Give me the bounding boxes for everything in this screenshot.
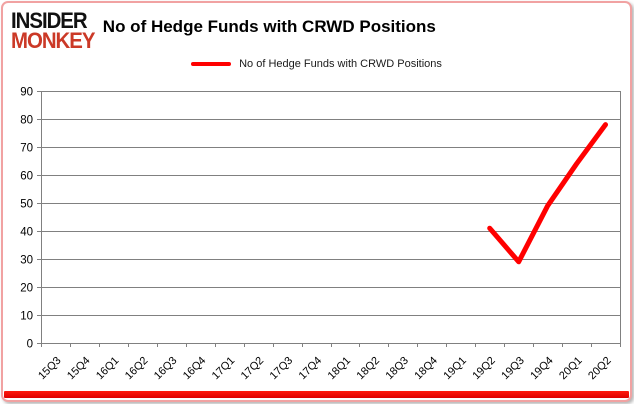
x-axis-label: 15Q3 xyxy=(36,355,64,383)
insider-monkey-logo: INSIDER MONKEY xyxy=(11,8,95,53)
x-axis-label: 19Q3 xyxy=(499,355,527,383)
legend-label: No of Hedge Funds with CRWD Positions xyxy=(239,58,442,70)
x-axis-label: 18Q1 xyxy=(326,355,354,383)
y-axis-label: 90 xyxy=(20,87,33,99)
y-axis-label: 10 xyxy=(20,311,33,323)
x-axis-label: 20Q1 xyxy=(557,355,585,383)
y-axis-label: 80 xyxy=(20,115,33,127)
bottom-accent-bar xyxy=(4,391,629,398)
y-axis-label: 30 xyxy=(20,255,33,267)
chart-header: INSIDER MONKEY No of Hedge Funds with CR… xyxy=(11,8,436,53)
x-axis-label: 17Q4 xyxy=(297,355,325,383)
x-axis-label: 18Q2 xyxy=(355,355,383,383)
y-axis-label: 50 xyxy=(20,199,33,211)
x-axis-label: 17Q2 xyxy=(239,355,267,383)
chart-legend: No of Hedge Funds with CRWD Positions xyxy=(3,58,630,70)
x-axis-label: 17Q1 xyxy=(210,355,238,383)
x-axis-label: 20Q2 xyxy=(586,355,614,383)
chart-title: No of Hedge Funds with CRWD Positions xyxy=(102,17,436,36)
series-line xyxy=(487,122,609,265)
y-axis-label: 20 xyxy=(20,283,33,295)
y-axis-label: 40 xyxy=(20,227,33,239)
x-axis-label: 19Q1 xyxy=(441,355,469,383)
x-axis-label: 17Q3 xyxy=(268,355,296,383)
legend-line-swatch xyxy=(191,62,232,66)
logo-text-insider: INSIDER xyxy=(11,8,88,34)
x-axis-label: 16Q4 xyxy=(181,355,209,383)
x-axis-label: 19Q2 xyxy=(470,355,498,383)
x-axis-label: 16Q3 xyxy=(152,355,180,383)
x-axis-label: 16Q2 xyxy=(123,355,151,383)
x-axis-label: 15Q4 xyxy=(65,355,93,383)
x-axis-label: 18Q3 xyxy=(383,355,411,383)
x-axis-label: 19Q4 xyxy=(528,355,556,383)
y-axis-label: 0 xyxy=(27,339,33,351)
logo-text-monkey: MONKEY xyxy=(11,28,95,53)
x-axis-label: 18Q4 xyxy=(412,355,440,383)
y-axis-label: 70 xyxy=(20,143,33,155)
y-axis-label: 60 xyxy=(20,171,33,183)
x-axis-label: 16Q1 xyxy=(94,355,122,383)
